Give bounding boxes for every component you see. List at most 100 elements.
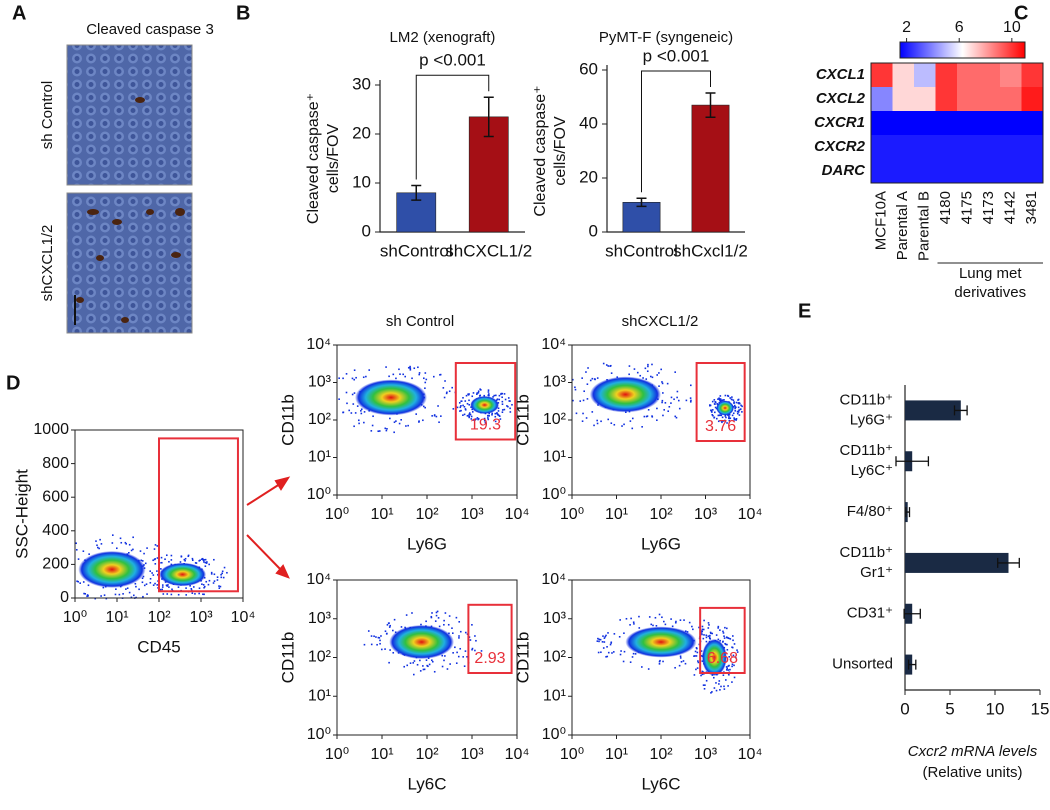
dot bbox=[737, 398, 740, 401]
dot bbox=[722, 420, 724, 422]
column-label: Parental A bbox=[894, 191, 911, 260]
dot bbox=[493, 394, 496, 397]
dot bbox=[703, 619, 705, 622]
dot bbox=[674, 621, 677, 624]
dot bbox=[159, 588, 162, 591]
dot bbox=[189, 585, 191, 587]
dot bbox=[191, 592, 194, 594]
dot bbox=[723, 685, 725, 688]
dot bbox=[191, 559, 194, 562]
dot bbox=[727, 637, 730, 640]
dot bbox=[726, 648, 729, 651]
dot bbox=[721, 421, 723, 424]
dot bbox=[142, 595, 144, 598]
dot bbox=[647, 363, 649, 366]
x-tick-label: shCXCL1/2 bbox=[445, 241, 532, 260]
dot bbox=[622, 660, 625, 663]
heat-cell bbox=[935, 135, 958, 160]
dot bbox=[674, 415, 677, 418]
dot bbox=[413, 673, 415, 676]
dot bbox=[728, 413, 731, 416]
dot bbox=[385, 429, 388, 432]
dot bbox=[715, 417, 718, 420]
dot bbox=[726, 394, 729, 397]
dot bbox=[735, 419, 737, 421]
group-label: derivatives bbox=[954, 284, 1026, 301]
dot bbox=[160, 568, 162, 570]
dot bbox=[733, 402, 735, 404]
dot bbox=[674, 371, 676, 373]
dot bbox=[124, 541, 127, 544]
y-tick-label: 0 bbox=[60, 589, 69, 606]
dot bbox=[356, 405, 359, 407]
dot bbox=[504, 398, 507, 401]
y-tick-label: 10¹ bbox=[308, 449, 331, 466]
dot bbox=[452, 652, 454, 654]
dot bbox=[500, 392, 503, 395]
dot bbox=[353, 369, 356, 372]
dot bbox=[715, 634, 718, 636]
dot bbox=[724, 419, 726, 422]
dot bbox=[727, 669, 730, 671]
dot bbox=[585, 371, 587, 373]
dot bbox=[166, 585, 168, 587]
dot bbox=[722, 674, 725, 677]
dot bbox=[462, 396, 464, 399]
density-blob bbox=[159, 562, 207, 587]
dot bbox=[719, 689, 721, 691]
dot bbox=[198, 587, 201, 590]
heat-cell bbox=[935, 63, 958, 88]
dot bbox=[479, 388, 481, 391]
dot bbox=[362, 376, 365, 379]
dot bbox=[731, 681, 733, 683]
dot bbox=[213, 573, 216, 576]
dot bbox=[664, 402, 667, 404]
dot bbox=[711, 400, 714, 403]
dot bbox=[342, 411, 344, 414]
dot bbox=[629, 661, 632, 663]
dot bbox=[466, 402, 469, 405]
heat-cell bbox=[914, 87, 936, 112]
stain-spots bbox=[76, 97, 185, 323]
dot bbox=[631, 417, 634, 420]
dot bbox=[100, 543, 103, 545]
dot bbox=[634, 653, 637, 655]
dot bbox=[738, 402, 740, 405]
dot bbox=[654, 616, 657, 619]
dot bbox=[728, 415, 730, 418]
dot bbox=[581, 377, 583, 379]
dot bbox=[203, 559, 206, 561]
dot bbox=[216, 579, 219, 581]
column-label: 3481 bbox=[1023, 191, 1040, 224]
dot bbox=[205, 580, 208, 583]
dot bbox=[727, 685, 729, 687]
dot bbox=[613, 423, 616, 426]
dot bbox=[499, 418, 502, 420]
dot bbox=[713, 416, 715, 419]
dot bbox=[705, 640, 708, 643]
dot bbox=[698, 626, 700, 629]
dot bbox=[483, 394, 486, 397]
dot bbox=[659, 659, 661, 662]
dot bbox=[375, 636, 377, 638]
dot bbox=[714, 406, 717, 409]
dot bbox=[134, 582, 137, 585]
dot bbox=[437, 405, 439, 407]
dot bbox=[720, 399, 723, 402]
dot bbox=[417, 366, 419, 369]
dot bbox=[658, 660, 661, 663]
micrograph bbox=[66, 192, 193, 334]
dot bbox=[602, 647, 605, 649]
dot bbox=[77, 580, 80, 583]
dot bbox=[609, 365, 611, 367]
dot bbox=[661, 382, 664, 385]
dot bbox=[671, 625, 674, 628]
dot bbox=[602, 635, 604, 637]
dot bbox=[605, 655, 607, 658]
dot bbox=[187, 555, 190, 558]
y-tick-label: 10² bbox=[543, 649, 567, 666]
dot bbox=[203, 593, 205, 596]
dot bbox=[434, 620, 437, 622]
dot bbox=[221, 572, 223, 575]
dot bbox=[468, 413, 470, 416]
